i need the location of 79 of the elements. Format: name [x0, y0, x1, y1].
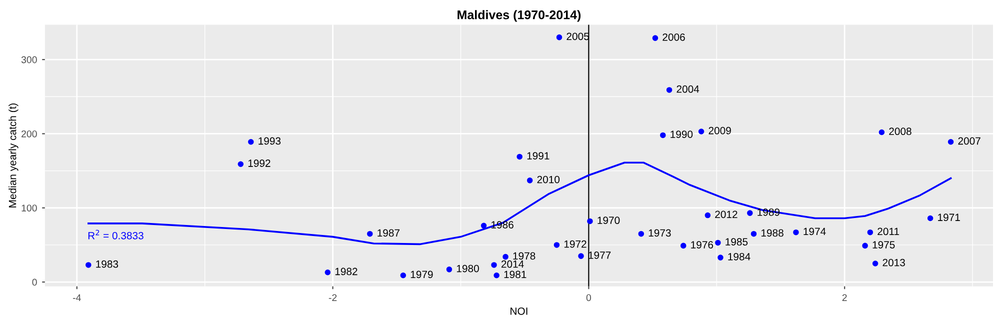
annotation: 1973	[648, 229, 671, 237]
point	[698, 128, 704, 134]
annotation: 1980	[456, 264, 479, 272]
annotation: 2008	[889, 128, 912, 136]
point	[872, 260, 878, 266]
annotation: 1984	[728, 252, 750, 260]
annotation: R$^{2}$ = 0.3833	[88, 230, 144, 240]
point	[86, 262, 92, 268]
annotation: 1987	[378, 229, 400, 237]
x-tick-label: 2	[842, 294, 847, 302]
point	[747, 210, 753, 216]
annotation: 1993	[258, 137, 281, 145]
annotation: 1985	[726, 238, 748, 246]
point	[446, 266, 452, 272]
point	[494, 272, 500, 278]
point	[502, 254, 508, 260]
point	[867, 229, 874, 236]
annotation: 2014	[501, 260, 524, 268]
point	[715, 240, 721, 246]
annotation: 1981	[504, 270, 526, 278]
point	[480, 222, 487, 229]
point	[666, 87, 672, 93]
annotation: 2009	[708, 126, 731, 134]
point	[862, 242, 868, 249]
point	[652, 35, 658, 41]
point	[680, 242, 686, 249]
y-axis-title: Median yearly catch (t)	[8, 103, 18, 208]
point	[238, 161, 244, 168]
point	[718, 254, 724, 260]
point	[638, 230, 644, 237]
y-tick-label: 300	[21, 56, 37, 64]
point	[750, 230, 757, 237]
x-tick-label: -4	[73, 294, 81, 302]
annotation: 1974	[804, 228, 826, 236]
annotation: 1972	[564, 240, 586, 248]
point	[878, 129, 885, 136]
point	[587, 218, 593, 224]
point	[948, 138, 954, 145]
x-tick-label: 0	[586, 294, 592, 302]
annotation: 1975	[872, 241, 895, 248]
annotation: 1970	[598, 216, 620, 224]
point	[793, 229, 799, 236]
point	[704, 212, 711, 218]
point	[927, 215, 934, 222]
annotation: 2011	[878, 228, 900, 236]
point	[367, 230, 373, 237]
annotation: 1971	[938, 214, 960, 222]
annotation: 2010	[537, 176, 560, 184]
annotation: 2004	[676, 85, 700, 93]
point	[554, 242, 560, 248]
annotation: 1978	[513, 252, 536, 260]
annotation: 1990	[670, 130, 693, 138]
annotation: 1992	[248, 160, 270, 167]
annotation: 2007	[958, 137, 980, 145]
y-tick-label: 200	[22, 130, 37, 138]
point	[516, 154, 522, 160]
chart-title: Maldives (1970-2014)	[458, 10, 581, 22]
annotation: 1976	[691, 241, 714, 248]
point	[660, 132, 666, 138]
annotation: 2006	[662, 33, 685, 41]
annotation: 1983	[96, 260, 118, 268]
point	[400, 272, 406, 278]
annotation: 1982	[335, 268, 358, 276]
point	[491, 262, 497, 268]
x-tick-label: -2	[328, 294, 337, 302]
annotation: 1977	[588, 251, 611, 259]
point	[324, 270, 331, 276]
y-tick-label: 100	[22, 204, 37, 212]
annotation: 2012	[715, 210, 738, 218]
point	[578, 253, 584, 259]
annotation: 1979	[410, 270, 433, 278]
x-axis-title: NOI	[510, 307, 528, 315]
point	[556, 34, 562, 40]
annotation: 1991	[527, 152, 550, 160]
point	[526, 178, 533, 184]
annotation: 2013	[882, 258, 905, 266]
point	[248, 138, 254, 145]
y-tick-label: 0	[32, 278, 37, 286]
annotation: 1988	[761, 229, 784, 237]
